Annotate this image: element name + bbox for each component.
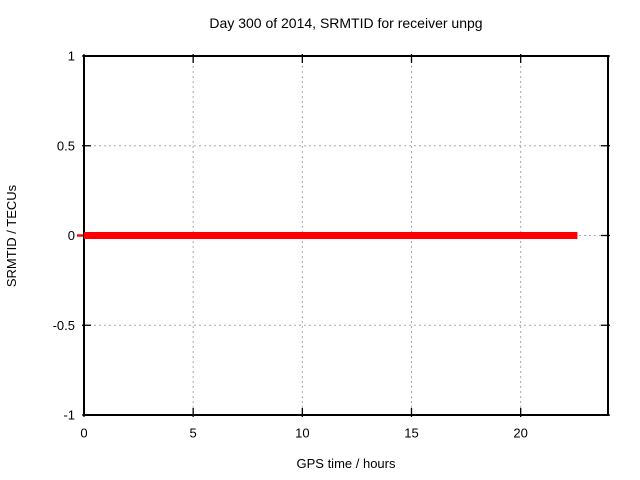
y-tick-label: 0 bbox=[68, 228, 75, 243]
tick-label-layer: 0 5 10 15 20 -1 -0.5 0 0.5 1 bbox=[53, 49, 528, 441]
y-tick-label: -1 bbox=[63, 408, 75, 423]
x-tick-label: 20 bbox=[513, 426, 527, 441]
y-axis-label: SRMTID / TECUs bbox=[4, 184, 19, 287]
x-tick-label: 0 bbox=[80, 426, 87, 441]
x-tick-label: 15 bbox=[404, 426, 418, 441]
x-tick-label: 5 bbox=[190, 426, 197, 441]
y-tick-label: 1 bbox=[68, 49, 75, 64]
series-layer bbox=[77, 232, 578, 239]
y-tick-label: -0.5 bbox=[53, 318, 75, 333]
y-tick-label: 0.5 bbox=[57, 138, 75, 153]
chart-title: Day 300 of 2014, SRMTID for receiver unp… bbox=[209, 15, 482, 31]
x-axis-label: GPS time / hours bbox=[297, 456, 396, 471]
x-tick-label: 10 bbox=[295, 426, 309, 441]
series-edge-artifact bbox=[77, 234, 83, 237]
